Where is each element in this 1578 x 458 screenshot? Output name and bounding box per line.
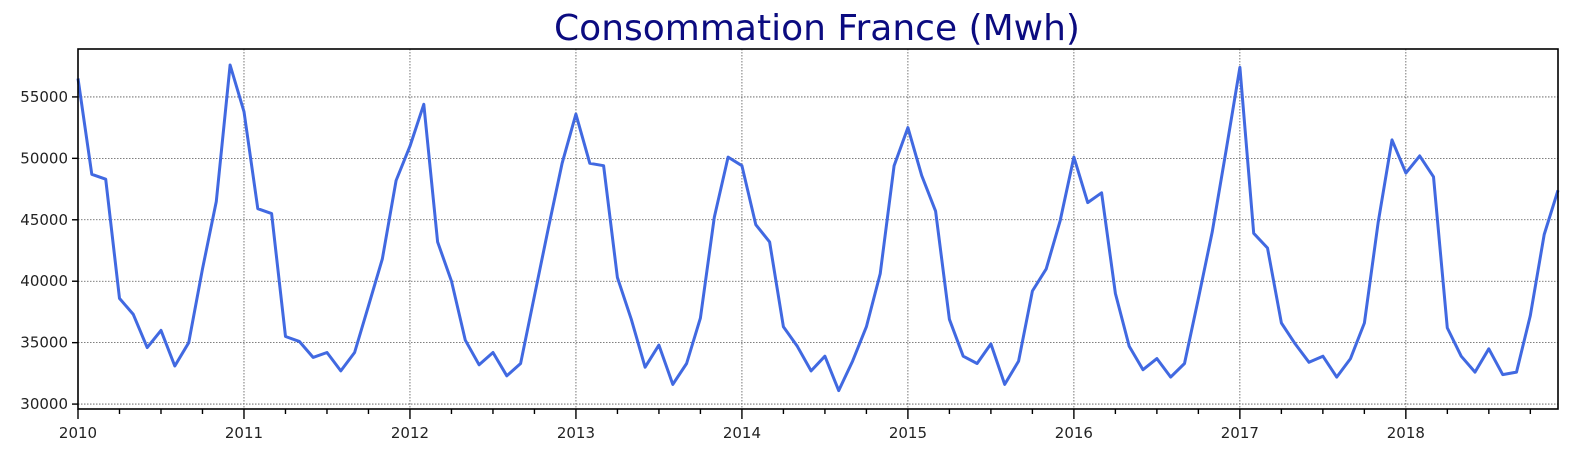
x-tick-labels: 2010 2011 2012 2013 2014 2015 2016 2017 2018 (59, 424, 1425, 442)
y-tick-label: 45000 (20, 211, 68, 229)
y-tick-label: 40000 (20, 272, 68, 290)
y-tick-label: 30000 (20, 395, 68, 413)
x-tick-label: 2011 (225, 424, 263, 442)
x-tick-label: 2016 (1055, 424, 1093, 442)
x-tick-label: 2014 (723, 424, 761, 442)
series-line (76, 63, 1560, 393)
y-tick-label: 55000 (20, 88, 68, 106)
plot-frame (77, 48, 1559, 410)
x-tick-label: 2015 (889, 424, 927, 442)
x-tick-label: 2018 (1387, 424, 1425, 442)
x-tick-label: 2010 (59, 424, 97, 442)
x-tick-label: 2017 (1221, 424, 1259, 442)
series-layer (76, 63, 1560, 393)
x-tick-label: 2013 (557, 424, 595, 442)
grid-lines (77, 49, 1558, 409)
chart-title: Consommation France (Mwh) (554, 8, 1080, 49)
y-tick-label: 50000 (20, 149, 68, 167)
y-tick-label: 35000 (20, 334, 68, 352)
y-tick-labels: 30000 35000 40000 45000 50000 55000 (20, 88, 68, 413)
axis-ticks (72, 96, 1532, 419)
x-tick-label: 2012 (391, 424, 429, 442)
